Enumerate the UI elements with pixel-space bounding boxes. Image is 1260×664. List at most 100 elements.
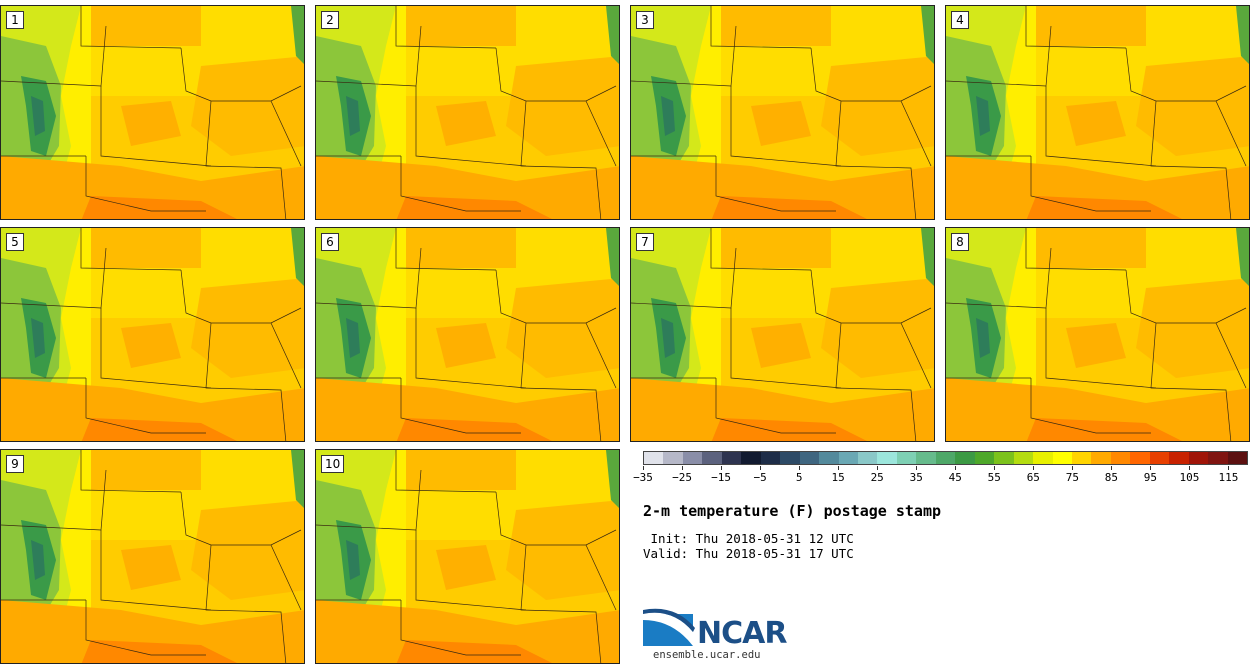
colorbar-tick xyxy=(1033,466,1035,470)
colorbar-tick-label: −5 xyxy=(753,471,767,484)
member-map-panel: 2 xyxy=(315,5,620,220)
colorbar-tick xyxy=(1189,466,1191,470)
colorbar-tick-label: 25 xyxy=(870,471,884,484)
colorbar-swatch xyxy=(1169,452,1189,464)
colorbar-tick-label: −25 xyxy=(672,471,692,484)
temperature-map xyxy=(1,6,304,219)
colorbar-swatch xyxy=(974,452,995,464)
colorbar-tick xyxy=(1111,466,1113,470)
plot-title: 2-m temperature (F) postage stamp xyxy=(643,502,942,520)
temperature-map xyxy=(631,228,934,441)
colorbar-swatch xyxy=(663,452,683,464)
colorbar-tick xyxy=(682,466,684,470)
colorbar-tick-label: 55 xyxy=(987,471,1001,484)
colorbar-tick xyxy=(643,466,644,470)
colorbar-tick-label: 45 xyxy=(948,471,962,484)
colorbar-swatch xyxy=(935,452,956,464)
member-map-panel: 1 xyxy=(0,5,305,220)
colorbar-swatch xyxy=(994,452,1014,464)
temperature-map xyxy=(316,6,619,219)
member-map-panel: 3 xyxy=(630,5,935,220)
colorbar-swatch xyxy=(760,452,781,464)
colorbar-tick-label: 5 xyxy=(795,471,803,484)
colorbar-tick xyxy=(1072,466,1074,470)
colorbar-swatch xyxy=(955,452,975,464)
colorbar-tick-label: 75 xyxy=(1065,471,1079,484)
temperature-map xyxy=(316,450,619,663)
temperature-map xyxy=(631,6,934,219)
ncar-logo-icon xyxy=(643,608,695,646)
member-number-label: 3 xyxy=(636,11,654,29)
colorbar-tick-label: 105 xyxy=(1179,471,1200,484)
member-number-label: 6 xyxy=(321,233,339,251)
member-map-panel: 10 xyxy=(315,449,620,664)
member-map-panel: 8 xyxy=(945,227,1250,442)
colorbar-ticks: −35 −25 −15 −5 5 15 25 35 45 55 65 75 85 95 105 115 xyxy=(633,466,1248,486)
colorbar-swatch xyxy=(1052,452,1072,464)
colorbar-tick xyxy=(799,466,801,470)
colorbar-tick xyxy=(994,466,996,470)
member-number-label: 10 xyxy=(321,455,345,473)
member-number-label: 5 xyxy=(6,233,24,251)
colorbar-swatch xyxy=(741,452,761,464)
colorbar-swatch xyxy=(1208,452,1228,464)
colorbar-swatch xyxy=(702,452,722,464)
colorbar-tick-label: 15 xyxy=(831,471,845,484)
colorbar-tick xyxy=(955,466,957,470)
colorbar-tick xyxy=(838,466,840,470)
ncar-url: ensemble.ucar.edu xyxy=(653,649,761,661)
colorbar-tick xyxy=(721,466,723,470)
colorbar-swatch xyxy=(819,452,839,464)
member-number-label: 7 xyxy=(636,233,654,251)
ncar-logo-text: NCAR xyxy=(697,616,787,651)
colorbar-swatch xyxy=(877,452,897,464)
member-number-label: 2 xyxy=(321,11,339,29)
colorbar-tick-label: 65 xyxy=(1026,471,1040,484)
colorbar-swatch xyxy=(1149,452,1170,464)
colorbar-swatch xyxy=(857,452,878,464)
init-time: Init: Thu 2018-05-31 12 UTC xyxy=(643,531,854,546)
colorbar-swatch xyxy=(1188,452,1209,464)
member-number-label: 9 xyxy=(6,455,24,473)
colorbar-tick-label: −35 xyxy=(633,471,653,484)
colorbar-tick xyxy=(1228,466,1230,470)
temperature-map xyxy=(946,6,1249,219)
colorbar-swatch xyxy=(916,452,936,464)
colorbar-swatch xyxy=(1110,452,1131,464)
colorbar-tick-label: 85 xyxy=(1104,471,1118,484)
colorbar-swatch xyxy=(1227,452,1248,464)
member-map-panel: 4 xyxy=(945,5,1250,220)
member-map-panel: 6 xyxy=(315,227,620,442)
valid-time: Valid: Thu 2018-05-31 17 UTC xyxy=(643,546,854,561)
colorbar-tick xyxy=(916,466,918,470)
temperature-map xyxy=(1,228,304,441)
member-map-panel: 7 xyxy=(630,227,935,442)
temperature-map xyxy=(1,450,304,663)
member-map-panel: 5 xyxy=(0,227,305,442)
colorbar-swatch xyxy=(1071,452,1092,464)
colorbar-tick-label: 35 xyxy=(909,471,923,484)
colorbar-swatch xyxy=(682,452,703,464)
colorbar-tick-label: 95 xyxy=(1143,471,1158,484)
member-number-label: 1 xyxy=(6,11,24,29)
member-number-label: 8 xyxy=(951,233,969,251)
temperature-colorbar xyxy=(643,451,1248,465)
member-map-panel: 9 xyxy=(0,449,305,664)
colorbar-swatch xyxy=(896,452,917,464)
colorbar-swatch xyxy=(799,452,820,464)
colorbar-tick xyxy=(760,466,762,470)
colorbar-swatch xyxy=(1130,452,1150,464)
colorbar-tick xyxy=(1150,466,1152,470)
temperature-map xyxy=(946,228,1249,441)
colorbar-swatch xyxy=(838,452,858,464)
temperature-map xyxy=(316,228,619,441)
colorbar-swatch xyxy=(1033,452,1053,464)
member-number-label: 4 xyxy=(951,11,969,29)
colorbar-swatch xyxy=(1013,452,1034,464)
colorbar-tick-label: −15 xyxy=(711,471,731,484)
colorbar-tick-label: 115 xyxy=(1218,471,1239,484)
colorbar-swatch xyxy=(1091,452,1111,464)
colorbar-tick xyxy=(877,466,879,470)
colorbar-swatch xyxy=(780,452,800,464)
colorbar-swatch xyxy=(721,452,742,464)
